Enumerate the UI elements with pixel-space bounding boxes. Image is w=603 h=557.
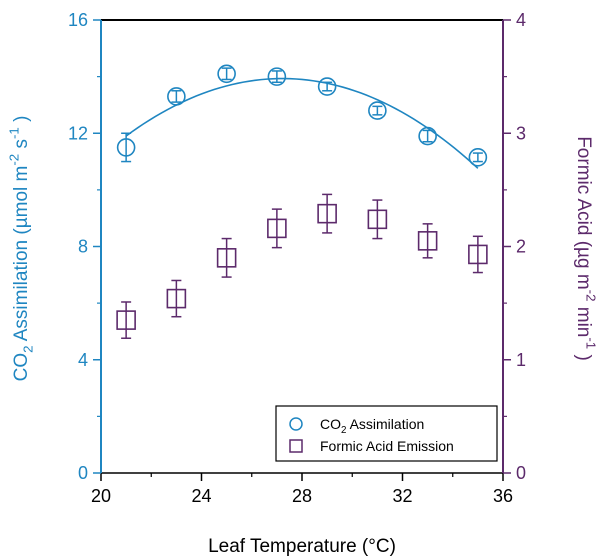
formic-point xyxy=(216,248,237,268)
right-tick-label: 3 xyxy=(516,123,526,143)
x-tick-label: 28 xyxy=(292,486,312,506)
legend: CO2 Assimilation Formic Acid Emission xyxy=(275,405,498,462)
text-part: 2 xyxy=(341,425,346,436)
text-part: -1 xyxy=(584,337,599,349)
left-tick-label: 4 xyxy=(78,350,88,370)
formic-point xyxy=(116,310,136,330)
text-part: 2 xyxy=(20,346,35,353)
x-tick-label: 20 xyxy=(91,486,111,506)
right-tick-label: 4 xyxy=(516,10,526,30)
co2-fit-curve xyxy=(125,77,479,169)
co2-point xyxy=(418,126,437,146)
co2-point xyxy=(317,77,337,96)
text-part: Assimilation (µmol m xyxy=(11,166,32,346)
text-part: min xyxy=(573,301,594,337)
text-part: -1 xyxy=(6,127,21,139)
text-part: Assimilation xyxy=(346,416,424,432)
formic-series xyxy=(116,193,488,339)
legend-formic-marker xyxy=(289,439,303,453)
legend-co2-label: CO2 Assimilation xyxy=(320,416,424,436)
co2-point xyxy=(167,87,186,106)
left-tick-label: 16 xyxy=(68,10,88,30)
left-tick-label: 0 xyxy=(78,463,88,483)
text-part: -2 xyxy=(584,290,599,302)
formic-point xyxy=(317,203,337,224)
formic-point xyxy=(267,218,287,239)
x-axis-title: Leaf Temperature (°C) xyxy=(208,536,396,557)
co2-point xyxy=(368,101,387,120)
x-tick-label: 36 xyxy=(493,486,513,506)
text-part: CO xyxy=(11,353,32,382)
co2-point xyxy=(267,67,287,86)
text-part: -2 xyxy=(6,154,21,166)
text-part: s xyxy=(11,139,32,154)
text-part: ) xyxy=(11,116,32,128)
co2-point xyxy=(116,138,136,157)
right-axis-title: Formic Acid (µg m-2 min-1 ) xyxy=(573,136,599,361)
legend-co2-marker xyxy=(289,417,303,431)
x-tick-label: 32 xyxy=(392,486,412,506)
legend-box xyxy=(275,405,498,462)
right-tick-label: 0 xyxy=(516,463,526,483)
text-part: Formic Acid (µg m xyxy=(573,136,594,289)
x-tick-label: 24 xyxy=(191,486,211,506)
formic-point xyxy=(468,244,488,265)
formic-point xyxy=(367,209,388,230)
co2-point xyxy=(217,64,236,84)
text-part: ) xyxy=(573,349,594,361)
co2-point xyxy=(468,148,488,167)
left-tick-label: 8 xyxy=(78,237,88,257)
text-part: Formic Acid Emission xyxy=(320,438,454,454)
left-tick-label: 12 xyxy=(68,123,88,143)
co2-series xyxy=(116,64,488,169)
right-tick-label: 2 xyxy=(516,237,526,257)
text-part: CO xyxy=(320,416,341,432)
legend-formic-label: Formic Acid Emission xyxy=(320,438,454,454)
formic-point xyxy=(166,288,187,309)
left-axis-title: CO2 Assimilation (µmol m-2 s-1 ) xyxy=(6,116,35,382)
formic-point xyxy=(417,231,438,251)
right-tick-label: 1 xyxy=(516,350,526,370)
